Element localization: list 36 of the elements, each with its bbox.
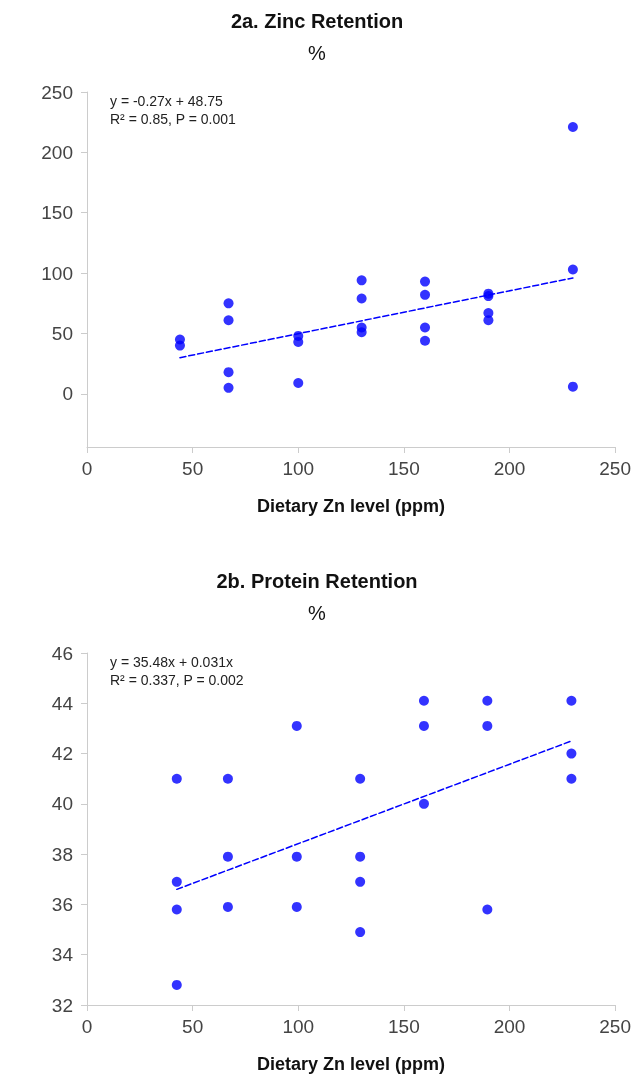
- x-tick-label: 150: [388, 458, 420, 479]
- y-tick-label: 200: [41, 141, 73, 163]
- y-tick-label: 36: [51, 893, 73, 915]
- y-tick-label: 0: [62, 383, 73, 405]
- x-tick-label: 200: [493, 458, 526, 479]
- chart-subtitle: %: [308, 42, 327, 64]
- x-tick-label: 50: [182, 1016, 204, 1037]
- y-tick-label: 44: [51, 692, 74, 714]
- y-tick-label: 100: [41, 262, 73, 284]
- y-tick-label: 42: [51, 743, 73, 765]
- x-axis-title: Dietary Zn level (ppm): [257, 1054, 446, 1074]
- x-tick-label: 100: [282, 458, 315, 479]
- x-tick-label: 250: [599, 1016, 631, 1037]
- x-tick-label: 50: [182, 458, 204, 479]
- y-tick-label: 46: [51, 642, 73, 664]
- chart-title: 2a. Zinc Retention: [230, 10, 404, 32]
- y-tick-label: 40: [51, 793, 73, 815]
- annotation: y = -0.27x + 48.75: [110, 93, 224, 109]
- x-tick-label: 250: [599, 458, 631, 479]
- chart-title: 2b. Protein Retention: [216, 570, 418, 592]
- x-tick-label: 0: [81, 1016, 93, 1037]
- annotation: R² = 0.85, P = 0.001: [110, 111, 237, 127]
- annotation: y = 35.48x + 0.031x: [110, 654, 233, 670]
- annotation: R² = 0.337, P = 0.002: [110, 672, 244, 688]
- chart-subtitle: %: [308, 602, 327, 624]
- x-tick-label: 100: [282, 1016, 315, 1037]
- y-tick-label: 32: [51, 994, 73, 1016]
- y-tick-label: 50: [51, 323, 73, 344]
- x-tick-label: 150: [388, 1016, 420, 1037]
- x-tick-label: 200: [493, 1016, 526, 1037]
- y-tick-label: 150: [41, 202, 73, 224]
- y-tick-label: 38: [51, 843, 73, 865]
- x-tick-label: 0: [81, 458, 93, 479]
- y-tick-label: 34: [51, 944, 74, 966]
- x-axis-title: Dietary Zn level (ppm): [257, 496, 446, 516]
- y-tick-label: 250: [41, 81, 73, 103]
